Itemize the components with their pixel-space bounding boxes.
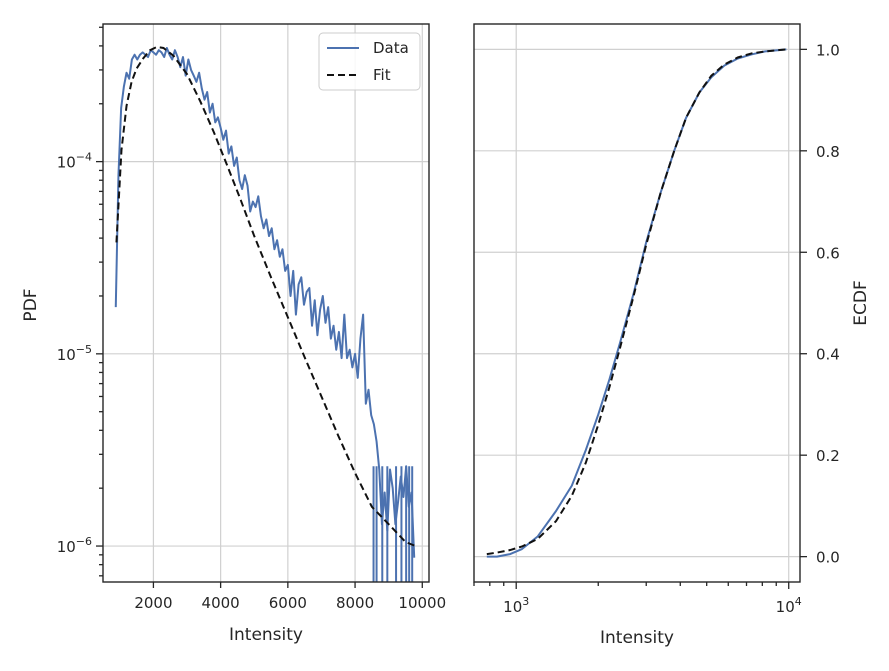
pdf-x-tick-label: 10000: [398, 594, 446, 612]
ecdf-axes-frame: [473, 23, 801, 583]
pdf-gridlines: [103, 24, 429, 582]
pdf-axes-frame: [102, 23, 430, 583]
pdf-x-tick-label: 6000: [269, 594, 307, 612]
pdf-x-axis-label: Intensity: [229, 625, 303, 645]
pdf-x-tick-label: 4000: [202, 594, 240, 612]
ecdf-y-tick-label: 0.2: [816, 447, 840, 465]
ecdf-gridlines: [474, 24, 800, 582]
pdf-x-tick-label: 8000: [336, 594, 374, 612]
ecdf-y-tick-label: 0.0: [816, 549, 840, 567]
ecdf-x-axis-label: Intensity: [600, 628, 674, 648]
legend: Data Fit: [318, 32, 421, 91]
pdf-data-line: [114, 47, 416, 558]
legend-fit-label: Fit: [373, 66, 391, 84]
pdf-series-group: [114, 45, 416, 582]
ecdf-y-tick-label: 1.0: [816, 41, 840, 59]
pdf-y-tick-label: 10−6: [57, 535, 92, 556]
legend-data-label: Data: [373, 39, 409, 57]
ecdf-y-tick-label: 0.4: [816, 346, 840, 364]
pdf-fit-line: [115, 45, 416, 547]
ecdf-x-tick-label: 104: [776, 595, 802, 616]
pdf-y-tick-label: 10−5: [57, 343, 92, 364]
ecdf-x-tick-label: 103: [503, 595, 529, 616]
ecdf-series-group: [486, 48, 787, 558]
ecdf-y-tick-label: 0.6: [816, 244, 840, 262]
ecdf-y-tick-label: 0.8: [816, 143, 840, 161]
ecdf-ticks: 103 104 0.0 0.2 0.4 0.6 0.8 1.0: [473, 41, 840, 616]
pdf-ticks: 2000 4000 6000 8000 10000 10−6 10−5 10−4: [57, 26, 446, 612]
ecdf-fit-line: [486, 48, 787, 556]
ecdf-y-axis-label: ECDF: [851, 280, 871, 325]
ecdf-plot-panel: 103 104 0.0 0.2 0.4 0.6 0.8 1.0 Intensity ECDF: [473, 23, 871, 648]
pdf-plot-panel: 2000 4000 6000 8000 10000 10−6 10−5 10−4 Intens…: [21, 23, 446, 645]
pdf-y-tick-label: 10−4: [57, 151, 92, 172]
pdf-x-tick-label: 2000: [134, 594, 172, 612]
pdf-y-axis-label: PDF: [21, 288, 41, 321]
